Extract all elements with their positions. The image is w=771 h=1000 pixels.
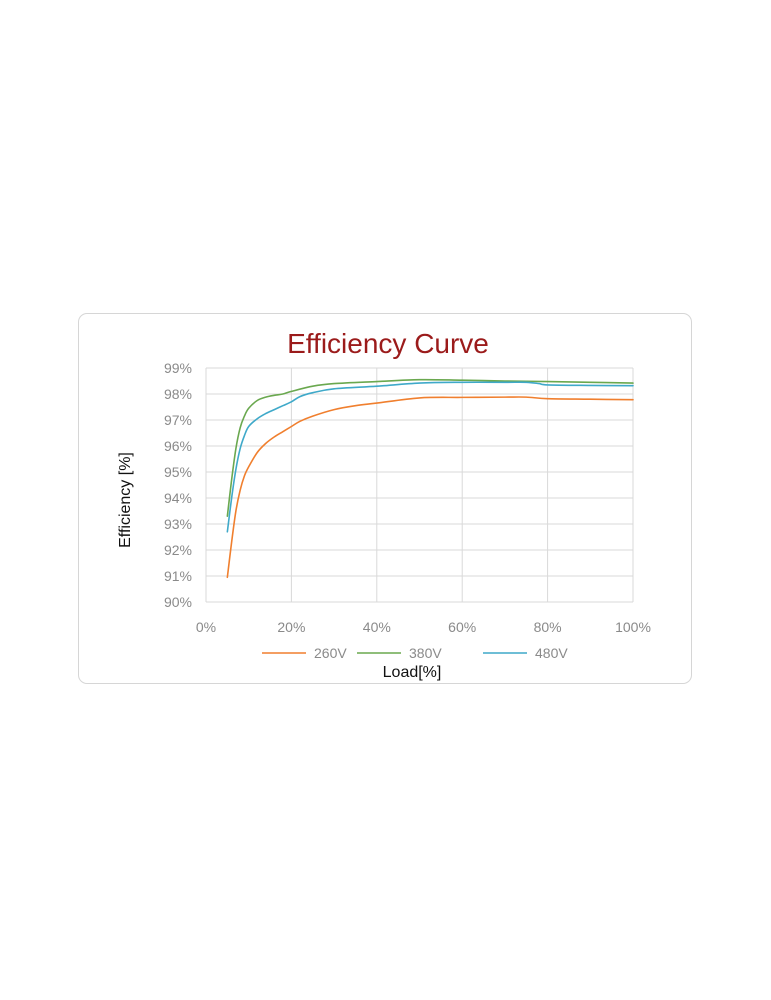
y-tick-label: 99% [164,360,192,376]
y-tick-label: 92% [164,542,192,558]
chart-title: Efficiency Curve [287,328,489,359]
x-tick-label: 40% [363,619,391,635]
y-axis-label: Efficiency [%] [117,452,134,548]
chart-card: Efficiency Curve 90% 91% 92% 93% 94% 95% 96% 97… [78,313,692,684]
grid-lines [205,367,634,603]
x-tick-labels: 0% 20% 40% 60% 80% 100% [196,619,651,635]
legend-label-260V: 260V [314,645,347,661]
y-tick-labels: 90% 91% 92% 93% 94% 95% 96% 97% 98% 99% [164,360,192,610]
x-tick-label: 60% [448,619,476,635]
y-tick-label: 91% [164,568,192,584]
x-tick-label: 80% [534,619,562,635]
y-tick-label: 94% [164,490,192,506]
y-tick-label: 90% [164,594,192,610]
y-tick-label: 96% [164,438,192,454]
y-tick-label: 95% [164,464,192,480]
x-tick-label: 20% [277,619,305,635]
series-line-480V [226,381,634,533]
efficiency-chart: Efficiency Curve 90% 91% 92% 93% 94% 95% 96% 97… [117,328,651,681]
y-tick-label: 93% [164,516,192,532]
y-tick-label: 97% [164,412,192,428]
series-line-380V [226,378,634,517]
legend-label-380V: 380V [409,645,442,661]
series-line-260V [226,396,634,579]
legend-label-480V: 480V [535,645,568,661]
legend: 260V 380V 480V [262,645,568,661]
x-axis-label: Load[%] [383,664,442,681]
x-tick-label: 100% [615,619,651,635]
x-tick-label: 0% [196,619,216,635]
y-tick-label: 98% [164,386,192,402]
series-lines [226,378,634,579]
